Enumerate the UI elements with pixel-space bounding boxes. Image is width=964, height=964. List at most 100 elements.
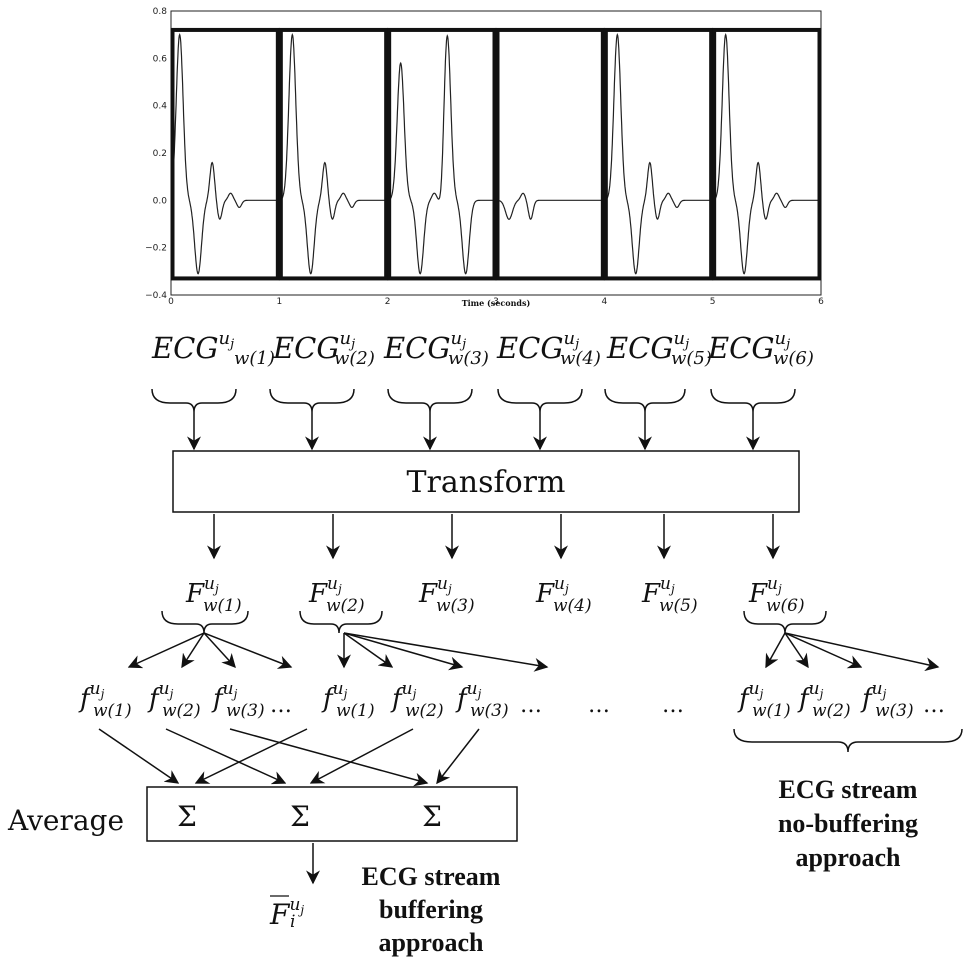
f-labels: fuj w(1) fuj w(2) fuj w(3) … fuj w(1) fuj w(2… bbox=[78, 679, 945, 721]
ecg-label-w5: ECGuj w(5) bbox=[606, 328, 712, 369]
braces-to-transform bbox=[151, 388, 796, 451]
brace-no-buffering bbox=[733, 728, 963, 753]
arrow-F6-f4 bbox=[784, 632, 940, 672]
x-axis-label: Time (seconds) bbox=[462, 298, 531, 308]
ellipsis-5: … bbox=[923, 693, 945, 718]
f-label-3: fuj w(3) bbox=[211, 679, 265, 721]
brace-w6 bbox=[710, 388, 796, 413]
sum-1: Σ bbox=[177, 800, 197, 833]
average-box bbox=[146, 786, 518, 842]
arrow-f3b-sum3 bbox=[436, 728, 480, 785]
output-label: Fuj i bbox=[269, 895, 304, 932]
F-labels: Fuj w(1) Fuj w(2) Fuj w(3) Fuj w(4) Fuj w(5) … bbox=[185, 574, 805, 616]
ecg-label-w4: ECGuj w(4) bbox=[496, 328, 601, 369]
buffering-caption-line1: ECG stream bbox=[362, 862, 501, 891]
arrow-f1a-sum1 bbox=[98, 728, 180, 784]
arrow-f2b-sum2 bbox=[309, 728, 414, 784]
ecg-label-w3: ECGuj w(3) bbox=[383, 328, 489, 369]
arrows-f-to-average bbox=[98, 728, 480, 787]
x-tick-label: 4 bbox=[601, 297, 607, 307]
arrow-F1-f1 bbox=[127, 632, 205, 669]
arrow-F6-f1 bbox=[765, 632, 786, 669]
f-label-5: fuj w(2) bbox=[390, 679, 444, 721]
ellipsis-4: … bbox=[662, 693, 684, 718]
nobuffering-caption-line2: no-buffering bbox=[778, 809, 918, 838]
arrow-F1-f3 bbox=[203, 632, 236, 669]
ecg-window-box bbox=[495, 27, 605, 281]
ecg-plot: 0.8 0.6 0.4 0.2 0.0 −0.2 −0.4 0 1 2 3 4 5 6 Time (se… bbox=[145, 7, 824, 308]
output-feature: Fuj i bbox=[269, 895, 304, 932]
ecg-window-box bbox=[603, 27, 714, 281]
x-tick-label: 1 bbox=[276, 297, 282, 307]
F-label-w3: Fuj w(3) bbox=[418, 574, 475, 616]
ecg-window-box bbox=[278, 27, 389, 281]
brace-w1 bbox=[151, 388, 237, 413]
y-tick-label: 0.4 bbox=[153, 102, 168, 112]
arrow-F1-f2 bbox=[181, 632, 205, 669]
f-label-2: fuj w(2) bbox=[147, 679, 201, 721]
average-block: Average Σ Σ Σ bbox=[7, 786, 518, 842]
x-axis-ticks: 0 1 2 3 4 5 6 bbox=[168, 297, 824, 307]
ecg-label-w6: ECGuj w(6) bbox=[707, 328, 814, 369]
ecg-window-box bbox=[387, 27, 497, 281]
arrow-F1-f4 bbox=[203, 632, 293, 669]
arrow-f3a-sum3 bbox=[229, 728, 429, 787]
brace-w4 bbox=[497, 388, 583, 413]
f-label-7: fuj w(1) bbox=[737, 679, 791, 721]
arrow-F2-f3 bbox=[343, 632, 464, 671]
f-label-8: fuj w(2) bbox=[797, 679, 851, 721]
ecg-windows bbox=[170, 27, 822, 281]
transform-label: Transform bbox=[407, 465, 566, 500]
ecg-window-labels: ECGujw(1) ECGuj w(2) ECGuj w(3) ECGuj w(4) … bbox=[151, 328, 814, 369]
y-axis-ticks: 0.8 0.6 0.4 0.2 0.0 −0.2 −0.4 bbox=[145, 7, 174, 301]
arrow-f1b-sum1 bbox=[194, 728, 308, 784]
brace-w3 bbox=[387, 388, 473, 413]
arrow-F2-f2 bbox=[343, 632, 394, 668]
arrow-F2-f4 bbox=[343, 632, 549, 672]
f-label-1: fuj w(1) bbox=[78, 679, 132, 721]
ecg-window-box bbox=[712, 27, 822, 281]
F-label-w1: Fuj w(1) bbox=[185, 574, 242, 616]
average-label: Average bbox=[7, 804, 124, 837]
x-tick-label: 2 bbox=[385, 297, 391, 307]
nobuffering-caption-line3: approach bbox=[796, 843, 902, 872]
sum-2: Σ bbox=[290, 800, 310, 833]
F-decomposition bbox=[127, 610, 940, 672]
arrow-f2a-sum2 bbox=[165, 728, 287, 785]
x-tick-label: 3 bbox=[493, 297, 499, 307]
F-label-w5: Fuj w(5) bbox=[641, 574, 698, 616]
y-tick-label: 0.0 bbox=[153, 196, 168, 206]
x-tick-label: 5 bbox=[710, 297, 716, 307]
arrow-F6-f2 bbox=[784, 632, 809, 669]
x-tick-label: 6 bbox=[818, 297, 824, 307]
y-tick-label: −0.2 bbox=[145, 244, 167, 254]
sum-3: Σ bbox=[422, 800, 442, 833]
ecg-window-box bbox=[170, 27, 280, 281]
F-label-w2: Fuj w(2) bbox=[308, 574, 365, 616]
ellipsis-2: … bbox=[520, 693, 542, 718]
brace-F2 bbox=[299, 610, 383, 634]
F-label-w4: Fuj w(4) bbox=[535, 574, 592, 616]
arrows-transform-to-F bbox=[207, 514, 780, 560]
ellipsis-3: … bbox=[588, 693, 610, 718]
buffering-caption: ECG stream buffering approach bbox=[362, 862, 501, 957]
buffering-caption-line2: buffering bbox=[379, 895, 483, 924]
F-label-w6: Fuj w(6) bbox=[748, 574, 805, 616]
f-label-6: fuj w(3) bbox=[455, 679, 509, 721]
brace-w2 bbox=[269, 388, 355, 413]
transform-block: Transform bbox=[172, 450, 800, 513]
y-tick-label: 0.6 bbox=[153, 54, 168, 64]
y-tick-label: 0.8 bbox=[153, 7, 168, 17]
x-tick-label: 0 bbox=[168, 297, 174, 307]
brace-w5 bbox=[604, 388, 686, 413]
f-label-4: fuj w(1) bbox=[321, 679, 375, 721]
arrow-F6-f3 bbox=[784, 632, 863, 669]
ecg-label-w2: ECGuj w(2) bbox=[272, 328, 375, 369]
nobuffering-caption: ECG stream no-buffering approach bbox=[778, 775, 918, 872]
transform-box bbox=[172, 450, 800, 513]
ellipsis-1: … bbox=[270, 693, 292, 718]
f-label-9: fuj w(3) bbox=[860, 679, 914, 721]
y-tick-label: −0.4 bbox=[145, 291, 167, 301]
y-tick-label: 0.2 bbox=[153, 149, 167, 159]
